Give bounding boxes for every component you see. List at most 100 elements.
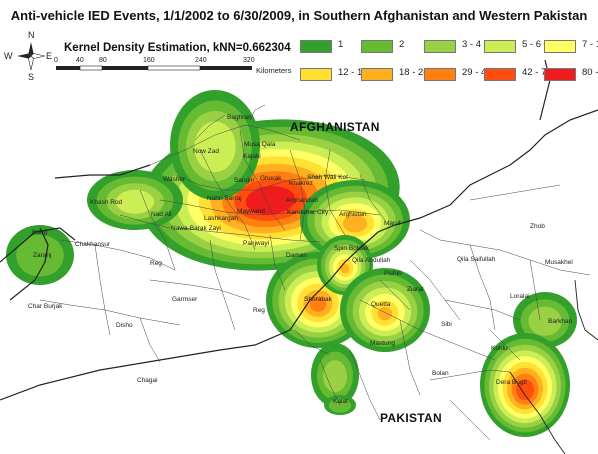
place-label: Shah Wali Kot <box>307 174 348 181</box>
density-contour <box>516 379 534 401</box>
place-label: Reg <box>150 260 162 267</box>
legend-label: 80 - 260 <box>582 67 598 78</box>
place-label: Dera Bugti <box>496 379 527 386</box>
place-label: Arghistan <box>339 211 367 218</box>
legend-label: 2 <box>399 39 405 50</box>
place-label: Now Zad <box>193 148 220 155</box>
legend-label: 1 <box>338 39 344 50</box>
density-contour <box>328 398 352 413</box>
place-label: Sangin <box>234 177 255 184</box>
place-label: Khakrez <box>289 180 313 187</box>
place-label: Kohlu <box>491 345 508 352</box>
place-label: Mastung <box>370 340 395 347</box>
density-contour <box>115 189 155 214</box>
legend-swatch <box>300 40 332 53</box>
compass-south-label: S <box>28 72 35 82</box>
place-label: Barkhan <box>548 318 573 325</box>
density-legend: 1 2 3 - 4 5 - 6 7 - 11 12 - 17 18 - 28 29 - 41 4… <box>300 39 598 86</box>
legend-label: 3 - 4 <box>462 39 482 50</box>
north-arrow-icon <box>17 42 46 71</box>
scale-bar <box>56 65 252 71</box>
density-contour <box>377 306 393 321</box>
compass-east-label: E <box>46 51 53 61</box>
place-label: Char Burjak <box>28 303 63 310</box>
legend-label: 7 - 11 <box>582 39 598 50</box>
district-boundaries <box>39 104 591 441</box>
place-label: Nad Ali <box>151 211 172 218</box>
compass-west-label: W <box>4 51 13 61</box>
place-label: Pishin <box>384 270 402 277</box>
place-label: Maywand <box>237 208 265 215</box>
place-label: Shorabak <box>304 296 332 303</box>
province-boundary <box>509 279 598 454</box>
place-label: Nawa-Barak Zayi <box>171 225 221 232</box>
compass-north-label: N <box>28 30 35 40</box>
place-label: Bolan <box>432 370 449 377</box>
density-contour <box>528 306 562 336</box>
place-label: Lashkargah <box>204 215 238 222</box>
density-contour <box>340 263 350 274</box>
legend-swatch <box>424 68 456 81</box>
place-label: Qila Abdullah <box>352 257 391 264</box>
place-label: Kandahar City <box>287 209 329 216</box>
scale-tick-240: 240 <box>195 57 207 64</box>
legend-swatch <box>544 40 576 53</box>
country-label-pakistan: PAKISTAN <box>380 411 442 425</box>
place-label: Chakhansur <box>75 241 111 248</box>
legend-label: 5 - 6 <box>522 39 542 50</box>
place-label: Daman <box>286 252 307 259</box>
density-contour <box>194 121 236 173</box>
place-label: Baghran <box>227 114 252 121</box>
legend-swatch <box>424 40 456 53</box>
legend-swatch <box>484 40 516 53</box>
scale-tick-40: 40 <box>76 57 84 64</box>
place-label: Washer <box>163 176 186 183</box>
legend-swatch <box>484 68 516 81</box>
place-label: Khash Rod <box>90 199 123 206</box>
legend-swatch <box>361 68 393 81</box>
place-label: Arghandab <box>286 197 318 204</box>
scale-tick-160: 160 <box>143 57 155 64</box>
scale-tick-320: 320 <box>243 57 255 64</box>
density-contour <box>323 360 347 393</box>
place-label: Musa Qala <box>244 141 276 148</box>
international-border <box>0 59 598 401</box>
place-label: Kajaki <box>243 153 261 160</box>
place-label: Zaranj <box>33 252 52 259</box>
density-contour <box>342 214 368 233</box>
place-label: Quetta <box>371 301 391 308</box>
legend-label: 42 - 79 <box>522 67 552 78</box>
place-label: Sibi <box>441 321 452 328</box>
place-label: Chagai <box>137 377 158 384</box>
place-label: Disho <box>116 322 133 329</box>
legend-swatch <box>300 68 332 81</box>
density-surface <box>6 90 577 437</box>
place-label: Qila Saifullah <box>457 256 496 263</box>
density-contour <box>309 296 327 312</box>
map-title: Anti-vehicle IED Events, 1/1/2002 to 6/3… <box>10 8 588 23</box>
place-label: Spin Boldak <box>334 245 369 252</box>
place-label: Ziarat <box>407 286 424 293</box>
legend-label: 12 - 17 <box>338 67 368 78</box>
scale-unit: Kilometers <box>256 66 292 75</box>
scale-tick-0: 0 <box>54 57 58 64</box>
place-label: Panjwayi <box>243 240 270 247</box>
place-label: Garmser <box>172 296 198 303</box>
place-label: Reg <box>253 307 265 314</box>
map-subtitle: Kernel Density Estimation, kNN=0.662304 <box>64 42 291 54</box>
place-label: Kang <box>32 229 48 236</box>
legend-swatch <box>544 68 576 81</box>
place-label: Zhob <box>530 223 545 230</box>
place-label: Ghorak <box>260 175 282 182</box>
place-label: Maruf <box>384 220 401 227</box>
scale-tick-80: 80 <box>99 57 107 64</box>
legend-swatch <box>361 40 393 53</box>
density-contour <box>245 186 296 215</box>
legend-label: 18 - 28 <box>399 67 429 78</box>
density-contour <box>16 234 64 277</box>
place-label: Nahri Sarraj <box>207 195 242 202</box>
place-label: Loralai <box>510 293 530 300</box>
country-label-afghanistan: AFGHANISTAN <box>290 120 380 134</box>
